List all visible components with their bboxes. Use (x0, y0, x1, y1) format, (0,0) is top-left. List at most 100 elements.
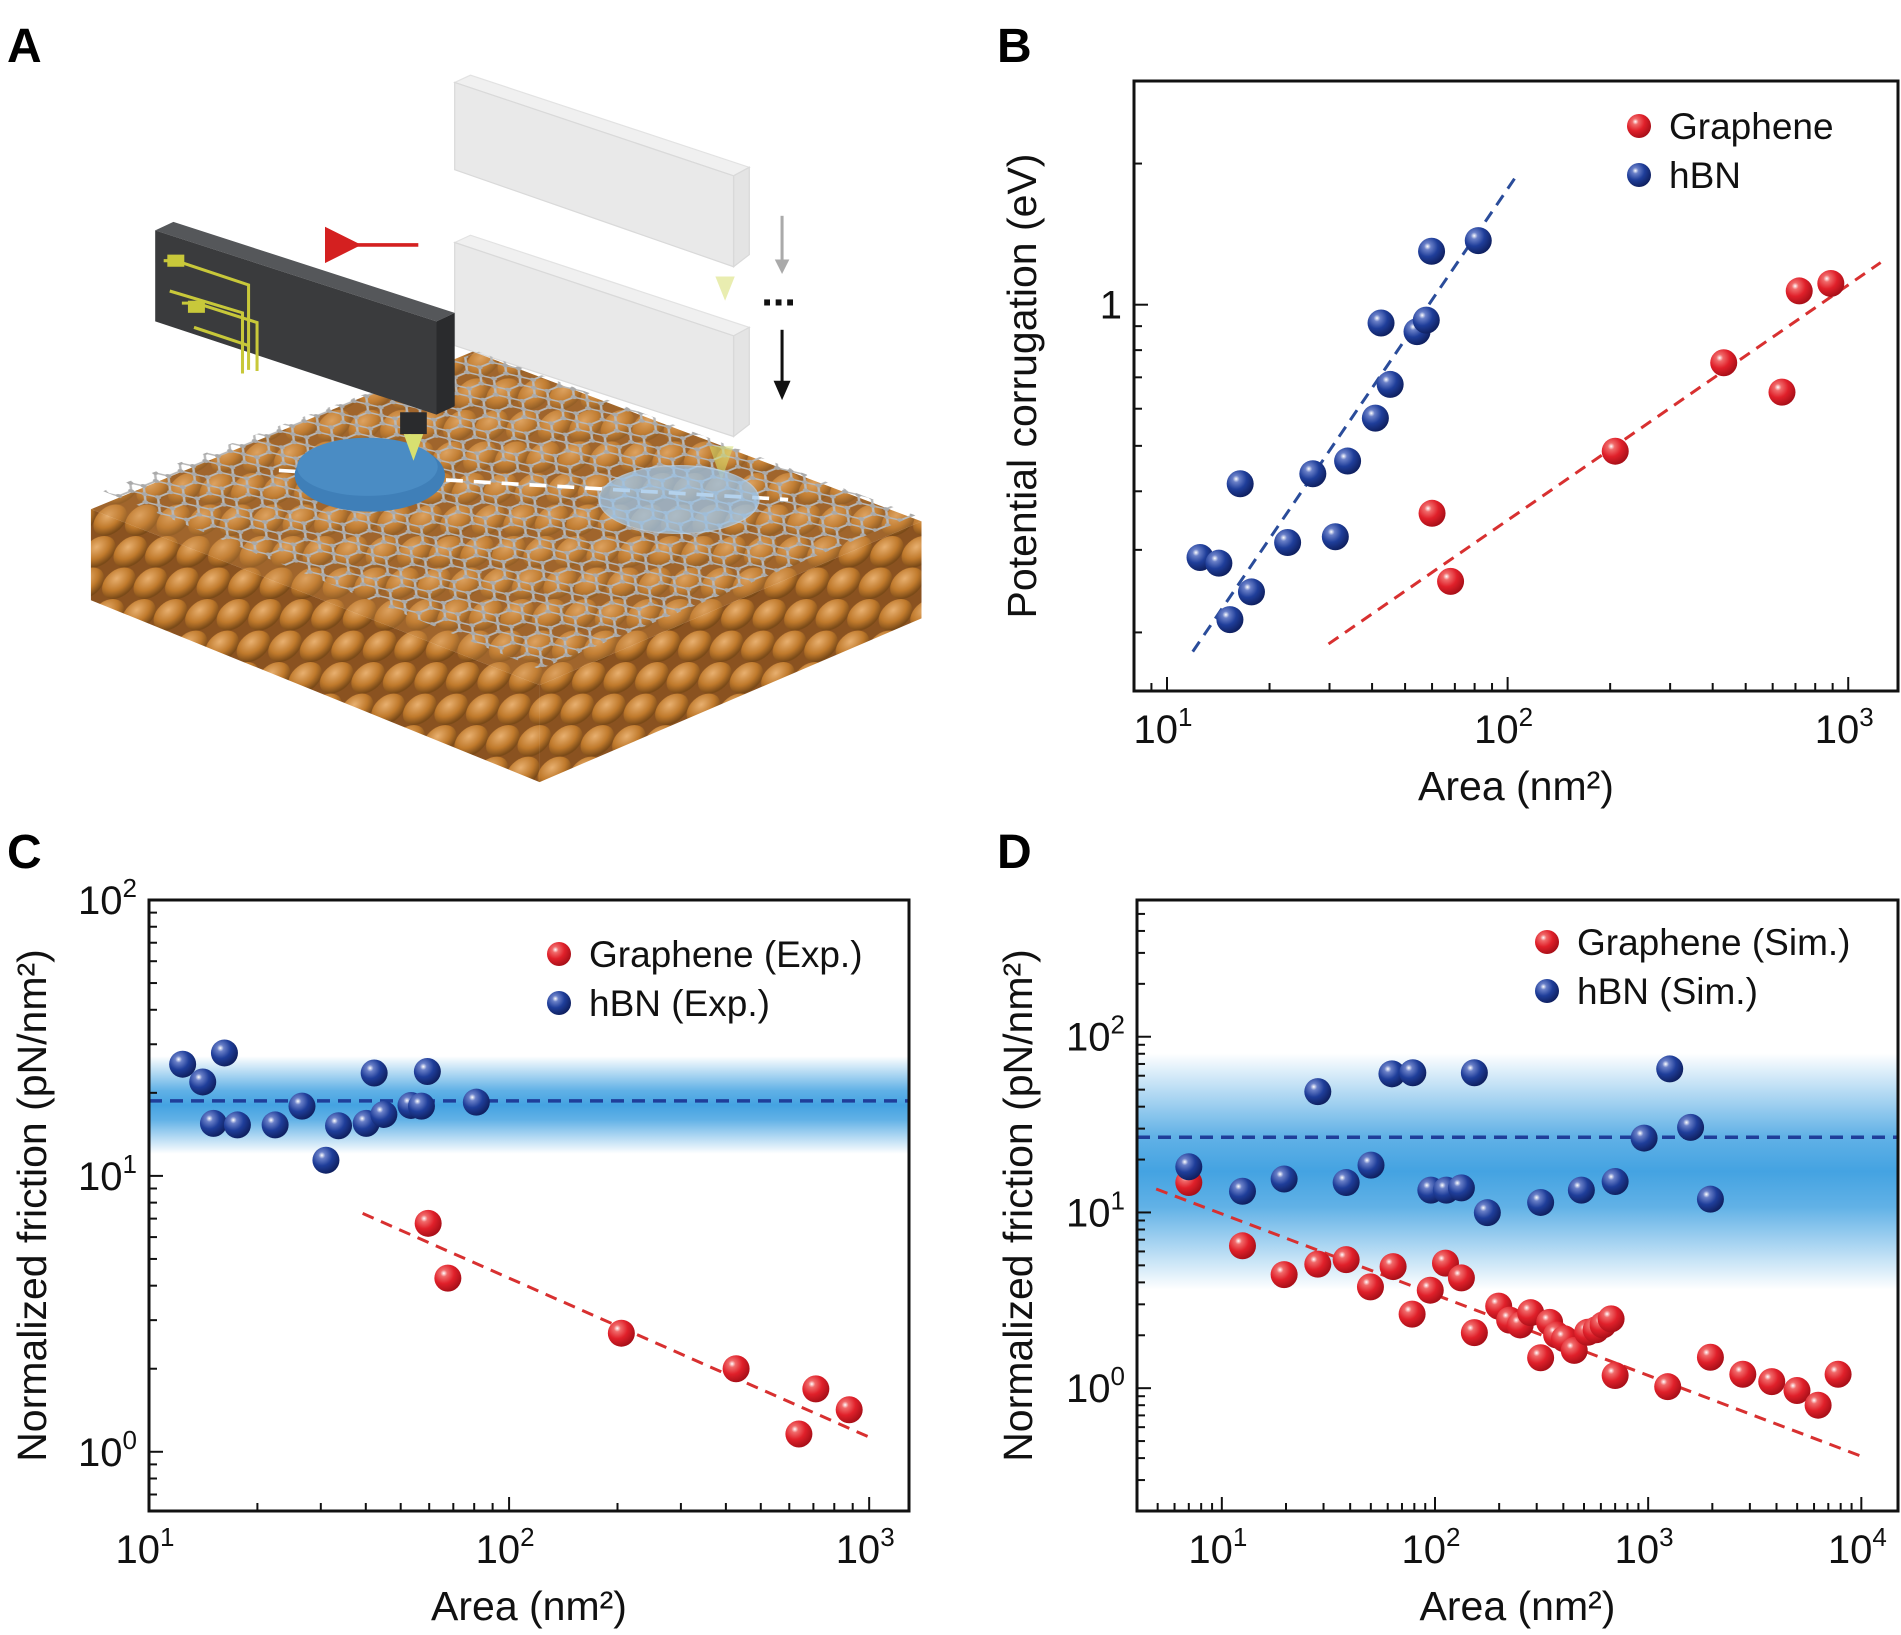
x-tick-label: 103 (836, 1522, 895, 1572)
x-tick-label: 103 (1615, 1522, 1674, 1572)
data-point-red (1379, 1253, 1407, 1281)
data-point-blue (1460, 1059, 1488, 1087)
data-point-blue (1299, 460, 1327, 488)
panel-label-b: B (997, 20, 1032, 73)
x-tick-label: 101 (116, 1522, 175, 1572)
legend-label: hBN (Exp.) (589, 983, 770, 1024)
hbn-mean-band (149, 1056, 909, 1154)
data-point-red (1228, 1232, 1256, 1260)
y-axis-title: Normalized friction (pN/nm²) (9, 949, 55, 1462)
legend-marker (1627, 114, 1651, 138)
x-tick-label: 104 (1828, 1522, 1887, 1572)
data-point-blue (210, 1039, 238, 1067)
data-point-blue (1367, 309, 1395, 337)
x-axis-title: Area (nm²) (1420, 1583, 1616, 1629)
data-point-red (785, 1420, 813, 1448)
data-point-blue (407, 1092, 435, 1120)
data-point-red (1447, 1264, 1475, 1292)
panel-label-c: C (7, 826, 42, 879)
legend-label: Graphene (1669, 106, 1834, 147)
x-tick-label: 102 (476, 1522, 535, 1572)
data-point-blue (1473, 1199, 1501, 1227)
axes-frame (1132, 79, 1900, 693)
data-point-red (1817, 269, 1845, 297)
cantilever-ghost-upper (453, 74, 751, 301)
data-point-red (1804, 1391, 1832, 1419)
legend-marker (1535, 979, 1559, 1003)
y-tick-label: 101 (1066, 1185, 1125, 1235)
legend-label: hBN (1669, 155, 1741, 196)
data-point-red (1356, 1273, 1384, 1301)
data-point-blue (288, 1092, 316, 1120)
charts: Graphene hBN 101 102 103 1 Area (nm²) Potential… (9, 79, 1900, 1629)
data-point-red (1785, 277, 1813, 305)
data-point-red (414, 1209, 442, 1237)
data-point-blue (1237, 578, 1265, 606)
x-axis-title: Area (nm²) (431, 1583, 627, 1629)
legend-marker (547, 942, 571, 966)
data-point-blue (1175, 1153, 1203, 1181)
data-point-red (1729, 1360, 1757, 1388)
legend-marker (547, 991, 571, 1015)
data-point-blue (1216, 606, 1244, 634)
y-tick-label: 1 (1100, 284, 1122, 328)
data-point-blue (1378, 1060, 1406, 1088)
fit-line-1 (1327, 261, 1882, 646)
y-tick-label: 102 (1066, 1010, 1125, 1060)
x-tick-label: 102 (1474, 702, 1533, 752)
y-axis-title: Potential corrugation (eV) (999, 154, 1045, 619)
data-point-red (1332, 1246, 1360, 1274)
data-point-blue (1656, 1055, 1684, 1083)
data-point-blue (1228, 1177, 1256, 1205)
data-point-blue (360, 1059, 388, 1087)
data-point-blue (370, 1100, 398, 1128)
legend-label: Graphene (Sim.) (1577, 922, 1851, 963)
data-point-red (1270, 1261, 1298, 1289)
data-point-blue (1274, 529, 1302, 557)
data-point-blue (1332, 1169, 1360, 1197)
data-point-blue (1361, 404, 1389, 432)
x-tick-label: 101 (1134, 702, 1193, 752)
chart-c: Graphene (Exp.) hBN (Exp.) 101 102 103 100 101… (9, 873, 911, 1629)
data-point-blue (1464, 227, 1492, 255)
data-point-blue (1677, 1113, 1705, 1141)
x-tick-label: 103 (1815, 702, 1874, 752)
data-point-red (1758, 1368, 1786, 1396)
data-point-blue (413, 1057, 441, 1085)
legend-marker (1627, 163, 1651, 187)
data-point-blue (1270, 1165, 1298, 1193)
data-point-blue (199, 1109, 227, 1137)
data-point-blue (1226, 470, 1254, 498)
x-axis-title: Area (nm²) (1418, 763, 1614, 809)
data-point-blue (261, 1111, 289, 1139)
data-point-blue (1334, 447, 1362, 475)
data-point-red (607, 1319, 635, 1347)
data-point-blue (1399, 1059, 1427, 1087)
data-point-red (1601, 437, 1629, 465)
contact-area-top (297, 437, 438, 496)
x-tick-label: 102 (1402, 1522, 1461, 1572)
data-point-blue (1357, 1151, 1385, 1179)
y-axis-title: Normalized friction (pN/nm²) (995, 949, 1041, 1462)
legend-marker (1535, 930, 1559, 954)
fit-line-0 (1155, 1187, 1862, 1458)
data-point-blue (1630, 1124, 1658, 1152)
data-point-red (1824, 1360, 1852, 1388)
hbn-mean-band (1137, 1053, 1898, 1290)
data-point-blue (1205, 549, 1233, 577)
chart-d: Graphene (Sim.) hBN (Sim.) 101 102 103 104 100… (995, 898, 1900, 1629)
arrowhead-gray (774, 259, 790, 275)
contact-area-ghost (598, 464, 760, 535)
legend-label: hBN (Sim.) (1577, 971, 1758, 1012)
data-point-blue (1567, 1176, 1595, 1204)
data-point-blue (312, 1146, 340, 1174)
data-point-blue (1447, 1174, 1475, 1202)
ellipsis-text: ... (761, 269, 795, 315)
data-point-blue (1527, 1188, 1555, 1216)
data-point-red (1783, 1377, 1811, 1405)
data-point-red (1460, 1319, 1488, 1347)
data-point-blue (462, 1088, 490, 1116)
data-point-red (835, 1396, 863, 1424)
data-point-red (1304, 1250, 1332, 1278)
